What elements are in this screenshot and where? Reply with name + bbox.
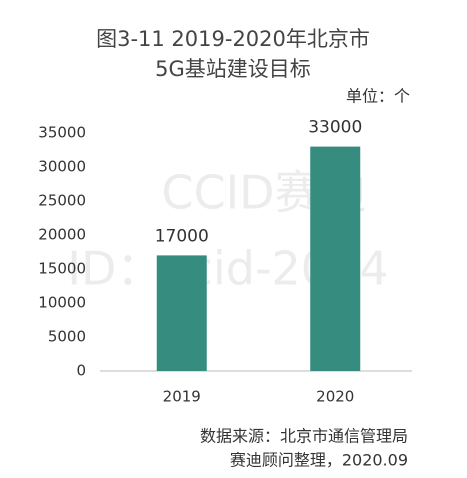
y-tick-label: 15000 — [38, 260, 86, 278]
data-label: 17000 — [155, 226, 209, 246]
chart-title: 图3-11 2019-2020年北京市 — [96, 27, 370, 51]
unit-label: 单位：个 — [346, 87, 410, 106]
data-label: 33000 — [308, 118, 362, 138]
y-tick-label: 30000 — [38, 158, 86, 176]
y-tick-label: 20000 — [38, 226, 86, 244]
y-tick-label: 5000 — [48, 328, 86, 346]
y-tick-label: 10000 — [38, 294, 86, 312]
x-tick-label: 2019 — [163, 388, 201, 406]
source: 赛迪顾问整理，2020.09 — [230, 451, 408, 470]
chart-title: 5G基站建设目标 — [155, 57, 311, 81]
y-tick-label: 35000 — [38, 124, 86, 142]
y-tick-label: 25000 — [38, 192, 86, 210]
bar — [156, 255, 207, 371]
source: 数据来源：北京市通信管理局 — [200, 427, 408, 446]
y-tick-label: 0 — [76, 362, 86, 380]
x-tick-label: 2020 — [316, 388, 354, 406]
bar — [310, 146, 361, 371]
